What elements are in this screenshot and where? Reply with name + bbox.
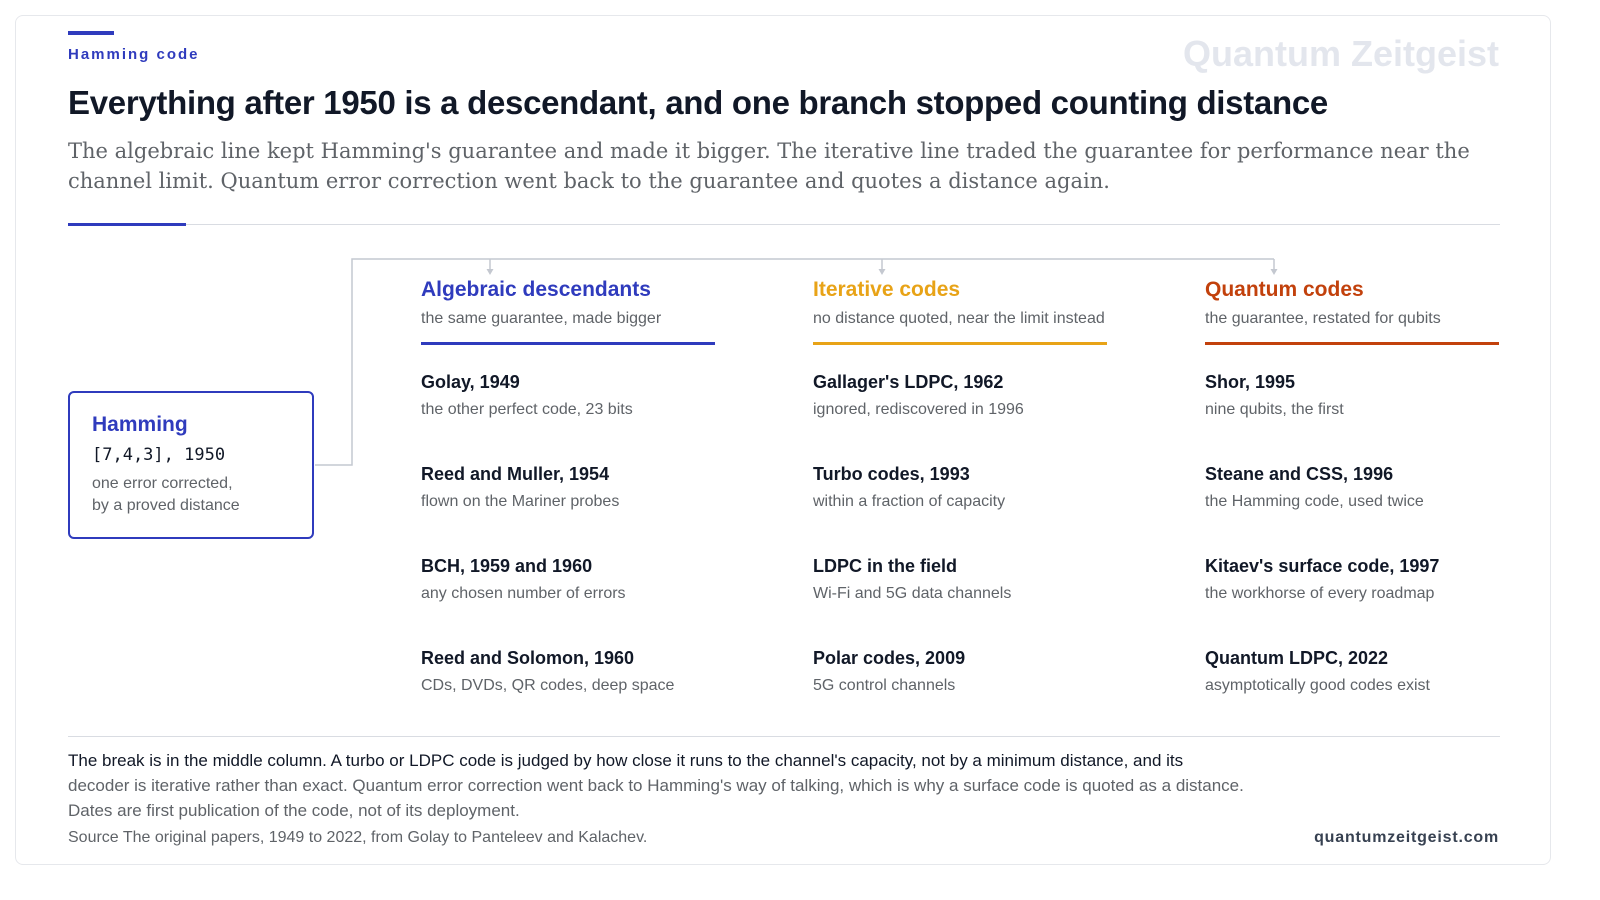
site-url: quantumzeitgeist.com <box>1314 829 1499 846</box>
list-item: Gallager's LDPC, 1962 ignored, rediscove… <box>813 372 1133 419</box>
root-description: one error corrected, by a proved distanc… <box>92 473 290 517</box>
item-desc: CDs, DVDs, QR codes, deep space <box>421 677 675 694</box>
footer-note-dates: Dates are first publication of the code,… <box>68 801 520 820</box>
column-algebraic: Algebraic descendants the same guarantee… <box>421 278 721 345</box>
column-rule-iterative <box>813 342 1107 345</box>
source-line: Source The original papers, 1949 to 2022… <box>68 829 648 846</box>
list-item: Reed and Muller, 1954 flown on the Marin… <box>421 464 741 511</box>
item-desc: 5G control channels <box>813 677 956 694</box>
root-code-params: [7,4,3], 1950 <box>92 445 226 465</box>
column-subtitle-algebraic: the same guarantee, made bigger <box>421 310 662 327</box>
footer-divider <box>68 736 1500 737</box>
footer-note-lead: The break is in the middle column. A tur… <box>68 751 1184 770</box>
list-item: Golay, 1949 the other perfect code, 23 b… <box>421 372 741 419</box>
root-node-hamming: Hamming [7,4,3], 1950 one error correcte… <box>68 391 314 539</box>
root-desc-line-2: by a proved distance <box>92 497 240 514</box>
column-quantum: Quantum codes the guarantee, restated fo… <box>1205 278 1505 345</box>
item-title: Steane and CSS, 1996 <box>1205 464 1394 484</box>
list-item: Steane and CSS, 1996 the Hamming code, u… <box>1205 464 1525 511</box>
item-title: Reed and Solomon, 1960 <box>421 648 635 668</box>
list-item: Quantum LDPC, 2022 asymptotically good c… <box>1205 648 1525 695</box>
item-desc: nine qubits, the first <box>1205 401 1344 418</box>
column-rule-algebraic <box>421 342 715 345</box>
kicker-accent-bar <box>68 31 114 35</box>
column-subtitle-iterative: no distance quoted, near the limit inste… <box>813 310 1105 327</box>
footer-note-rest: decoder is iterative rather than exact. … <box>68 776 1244 795</box>
list-item: Polar codes, 2009 5G control channels <box>813 648 1133 695</box>
item-title: Kitaev's surface code, 1997 <box>1205 556 1440 576</box>
item-title: LDPC in the field <box>813 556 957 576</box>
list-item: LDPC in the field Wi-Fi and 5G data chan… <box>813 556 1133 603</box>
list-item: Turbo codes, 1993 within a fraction of c… <box>813 464 1133 511</box>
root-desc-line-1: one error corrected, <box>92 475 233 492</box>
column-subtitle-quantum: the guarantee, restated for qubits <box>1205 310 1441 327</box>
kicker-label: Hamming code <box>68 46 200 63</box>
item-desc: any chosen number of errors <box>421 585 626 602</box>
item-desc: Wi-Fi and 5G data channels <box>813 585 1012 602</box>
item-title: Gallager's LDPC, 1962 <box>813 372 1004 392</box>
column-iterative: Iterative codes no distance quoted, near… <box>813 278 1113 345</box>
item-title: Shor, 1995 <box>1205 372 1296 392</box>
item-title: Turbo codes, 1993 <box>813 464 970 484</box>
list-item: Kitaev's surface code, 1997 the workhors… <box>1205 556 1525 603</box>
page-subtitle: The algebraic line kept Hamming's guaran… <box>68 139 1470 193</box>
list-item: Shor, 1995 nine qubits, the first <box>1205 372 1525 419</box>
item-title: Golay, 1949 <box>421 372 520 392</box>
item-desc: flown on the Mariner probes <box>421 493 620 510</box>
item-desc: asymptotically good codes exist <box>1205 677 1430 694</box>
root-title: Hamming <box>92 413 188 436</box>
page-title: Everything after 1950 is a descendant, a… <box>68 84 1328 121</box>
item-desc: ignored, rediscovered in 1996 <box>813 401 1024 418</box>
item-title: Reed and Muller, 1954 <box>421 464 610 484</box>
item-desc: the Hamming code, used twice <box>1205 493 1424 510</box>
item-desc: the workhorse of every roadmap <box>1205 585 1435 602</box>
item-title: Polar codes, 2009 <box>813 648 966 668</box>
item-desc: the other perfect code, 23 bits <box>421 401 633 418</box>
column-title-algebraic: Algebraic descendants <box>421 278 651 301</box>
list-item: BCH, 1959 and 1960 any chosen number of … <box>421 556 741 603</box>
item-title: BCH, 1959 and 1960 <box>421 556 593 576</box>
column-rule-quantum <box>1205 342 1499 345</box>
item-title: Quantum LDPC, 2022 <box>1205 648 1389 668</box>
brand-watermark: Quantum Zeitgeist <box>1182 33 1499 74</box>
header-divider-accent <box>68 223 186 226</box>
footer-note: The break is in the middle column. A tur… <box>68 748 1368 823</box>
header-divider <box>68 224 1500 225</box>
list-item: Reed and Solomon, 1960 CDs, DVDs, QR cod… <box>421 648 741 695</box>
column-title-quantum: Quantum codes <box>1205 278 1364 301</box>
column-title-iterative: Iterative codes <box>813 278 961 301</box>
item-desc: within a fraction of capacity <box>813 493 1006 510</box>
